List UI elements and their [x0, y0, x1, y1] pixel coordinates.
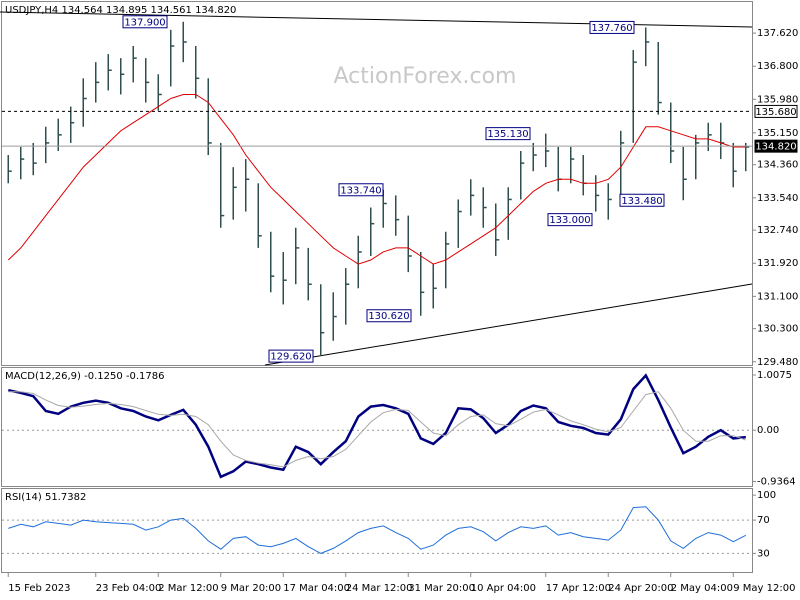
x-tick-label: 24 Apr 20:00 — [608, 583, 673, 594]
annotation-label: 133.740 — [340, 185, 381, 196]
y-tick-label: 70 — [757, 515, 770, 526]
annotation-box — [547, 213, 593, 227]
y-tick-label: 136.800 — [757, 61, 798, 72]
y-tick-label: 134.360 — [757, 160, 798, 171]
y-tick-label: 131.100 — [757, 291, 798, 302]
level-box — [754, 139, 798, 153]
y-tick-label: 137.620 — [757, 28, 798, 39]
annotation-label: 133.480 — [621, 196, 662, 207]
x-tick-label: 9 Mar 20:00 — [221, 583, 281, 594]
annotation-box — [366, 309, 412, 323]
y-tick-label: 30 — [757, 548, 770, 559]
x-tick-label: 24 Mar 12:00 — [346, 583, 413, 594]
indicator-line — [8, 373, 746, 479]
indicator-line — [8, 506, 747, 554]
y-tick-label: 135.150 — [757, 128, 798, 139]
x-tick-label: 10 Apr 04:00 — [471, 583, 536, 594]
y-tick-label: 131.920 — [757, 258, 798, 269]
x-tick-label: 15 Feb 2023 — [8, 583, 70, 594]
indicator-line — [7, 94, 746, 265]
y-tick-label: 130.300 — [757, 324, 798, 335]
annotation-label: 137.900 — [124, 17, 165, 28]
x-tick-label: 17 Mar 04:00 — [283, 583, 350, 594]
x-tick-label: 9 May 12:00 — [733, 583, 795, 594]
annotation-label: 133.000 — [549, 215, 590, 226]
x-tick-label: 2 Mar 12:00 — [158, 583, 218, 594]
indicator-line — [8, 391, 746, 468]
macd-panel — [1, 367, 753, 487]
y-tick-label: 135.980 — [757, 94, 798, 105]
y-tick-label: 0.00 — [757, 425, 779, 436]
price-title: USDJPY,H4 134.564 134.895 134.561 134.82… — [5, 5, 236, 16]
x-tick-label: 2 May 04:00 — [671, 583, 733, 594]
y-tick-label: 129.480 — [757, 357, 798, 368]
annotation-label: 137.760 — [591, 23, 632, 34]
x-tick-label: 17 Apr 12:00 — [546, 583, 611, 594]
level-label: 135.680 — [755, 107, 796, 118]
y-tick-label: 133.540 — [757, 193, 798, 204]
x-tick-label: 31 Mar 20:00 — [408, 583, 475, 594]
watermark: ActionForex.com — [334, 64, 517, 89]
annotation-box — [485, 127, 531, 141]
annotation-label: 135.130 — [487, 129, 528, 140]
rsi-title: RSI(14) 51.7382 — [5, 492, 86, 503]
annotation-box — [589, 20, 635, 34]
level-label: 134.820 — [755, 142, 796, 153]
level-box — [754, 104, 798, 118]
annotation-box — [619, 193, 665, 207]
trend-line — [264, 283, 753, 366]
macd-title: MACD(12,26,9) -0.1250 -0.1786 — [5, 371, 165, 382]
annotation-box — [268, 349, 314, 363]
annotation-label: 130.620 — [368, 311, 409, 322]
y-tick-label: 100 — [757, 490, 776, 501]
annotation-label: 129.620 — [270, 352, 311, 363]
annotation-box — [122, 15, 168, 29]
x-tick-label: 23 Feb 04:00 — [96, 583, 162, 594]
y-tick-label: 132.740 — [757, 225, 798, 236]
y-tick-label: 1.0075 — [757, 370, 792, 381]
y-tick-label: -0.9364 — [757, 477, 796, 488]
price-panel — [1, 1, 753, 366]
annotation-box — [338, 183, 384, 197]
rsi-panel — [1, 488, 753, 573]
